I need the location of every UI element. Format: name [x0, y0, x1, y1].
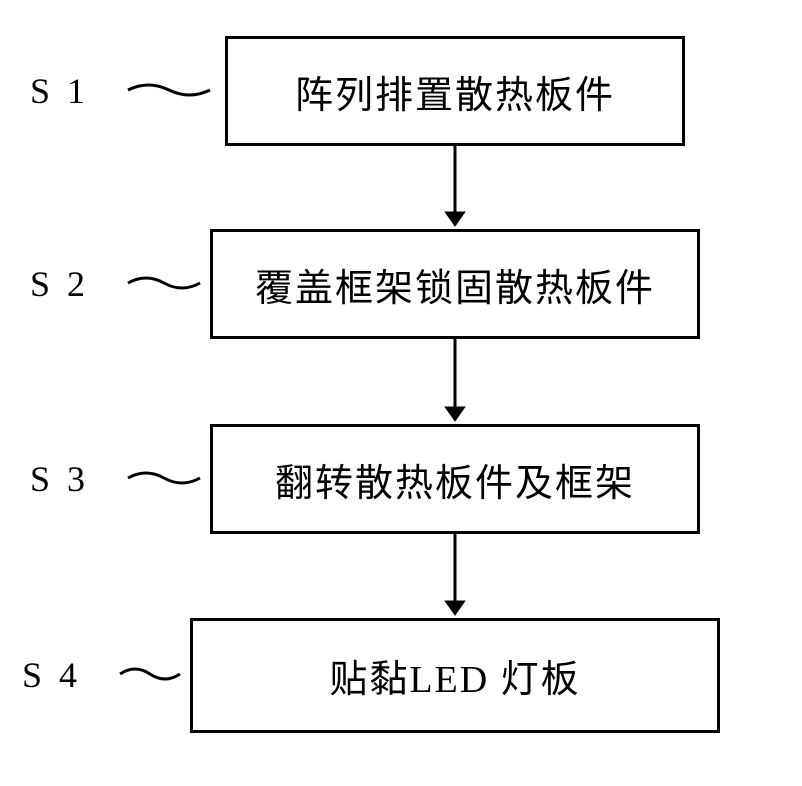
step-label-text-s3: S 3 [30, 458, 89, 500]
step-label-s3: S 3 [30, 458, 89, 500]
step-text-s2: 覆盖框架锁固散热板件 [255, 257, 655, 312]
step-text-s1: 阵列排置散热板件 [295, 64, 615, 119]
step-text-s4: 贴黏LED 灯板 [329, 648, 580, 703]
step-label-s1: S 1 [30, 70, 89, 112]
step-label-s4: S 4 [22, 654, 81, 696]
step-label-text-s1: S 1 [30, 70, 89, 112]
step-box-s3: 翻转散热板件及框架 [210, 424, 700, 534]
wave-connector-s4 [120, 669, 180, 679]
arrow-head-2 [445, 601, 465, 615]
wave-connector-s2 [128, 278, 200, 288]
arrow-head-1 [445, 407, 465, 421]
step-label-text-s4: S 4 [22, 654, 81, 696]
step-label-s2: S 2 [30, 263, 89, 305]
wave-connector-s3 [128, 473, 200, 483]
step-box-s2: 覆盖框架锁固散热板件 [210, 229, 700, 339]
flowchart-container: 阵列排置散热板件覆盖框架锁固散热板件翻转散热板件及框架贴黏LED 灯板 S 1 S… [0, 0, 802, 786]
step-box-s1: 阵列排置散热板件 [225, 36, 685, 146]
wave-connector-s1 [128, 85, 210, 95]
step-box-s4: 贴黏LED 灯板 [190, 618, 720, 733]
step-text-s3: 翻转散热板件及框架 [275, 452, 635, 507]
arrow-head-0 [445, 212, 465, 226]
step-label-text-s2: S 2 [30, 263, 89, 305]
